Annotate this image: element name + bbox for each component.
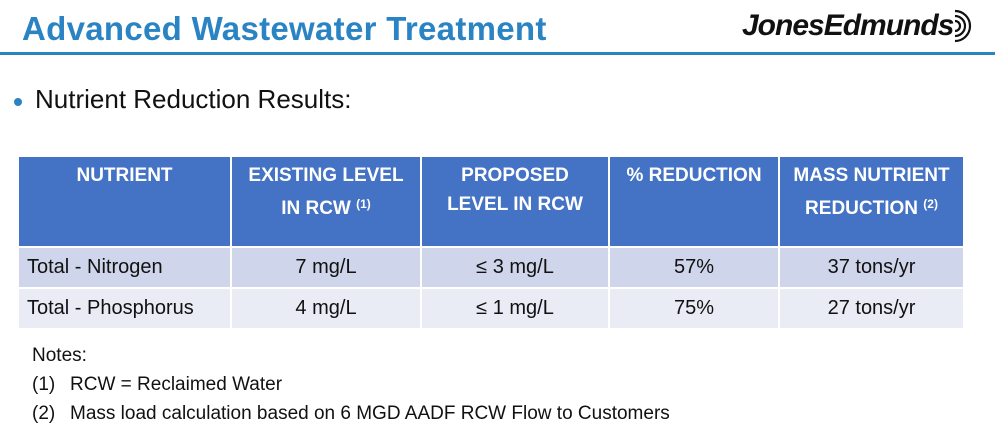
cell-nutrient: Total - Phosphorus <box>19 287 232 328</box>
nutrient-results-table: NUTRIENT EXISTING LEVEL IN RCW (1) PROPO… <box>19 157 963 328</box>
note-text: Mass load calculation based on 6 MGD AAD… <box>70 403 670 424</box>
cell-nutrient: Total - Nitrogen <box>19 246 232 288</box>
table-row: Total - Nitrogen 7 mg/L ≤ 3 mg/L 57% 37 … <box>19 246 963 288</box>
header-mass-reduction: MASS NUTRIENT REDUCTION (2) <box>779 157 963 247</box>
header-nutrient: NUTRIENT <box>19 157 232 247</box>
table-row: Total - Phosphorus 4 mg/L ≤ 1 mg/L 75% 2… <box>19 287 963 328</box>
notes-section: Notes: (1) RCW = Reclaimed Water (2) Mas… <box>32 341 670 428</box>
cell-proposed: ≤ 3 mg/L <box>421 246 610 288</box>
cell-mass: 37 tons/yr <box>779 246 963 288</box>
note-item: (2) Mass load calculation based on 6 MGD… <box>32 399 670 428</box>
cell-proposed: ≤ 1 mg/L <box>421 287 610 328</box>
cell-reduction: 75% <box>609 287 780 328</box>
notes-heading: Notes: <box>32 345 87 366</box>
title-underline <box>0 52 995 55</box>
cell-mass: 27 tons/yr <box>779 287 963 328</box>
note-item: (1) RCW = Reclaimed Water <box>32 370 670 399</box>
bullet-icon <box>14 97 22 106</box>
bullet-point: Nutrient Reduction Results: <box>14 84 351 115</box>
cell-reduction: 57% <box>609 246 780 288</box>
bullet-text: Nutrient Reduction Results: <box>35 84 352 114</box>
table-header-row: NUTRIENT EXISTING LEVEL IN RCW (1) PROPO… <box>19 157 963 247</box>
note-number: (2) <box>32 403 56 424</box>
logo-arcs-icon <box>955 9 972 43</box>
header-existing-level: EXISTING LEVEL IN RCW (1) <box>231 157 422 247</box>
slide-title: Advanced Wastewater Treatment <box>22 10 547 47</box>
logo-text: JonesEdmunds <box>742 9 954 42</box>
cell-existing: 7 mg/L <box>231 246 422 288</box>
header-percent-reduction: % REDUCTION <box>609 157 780 247</box>
note-number: (1) <box>32 374 56 395</box>
company-logo: JonesEdmunds <box>742 8 977 44</box>
cell-existing: 4 mg/L <box>231 287 422 328</box>
header-proposed-level: PROPOSED LEVEL IN RCW <box>421 157 610 247</box>
footnote-marker: (2) <box>923 197 938 211</box>
footnote-marker: (1) <box>356 197 371 211</box>
note-text: RCW = Reclaimed Water <box>70 374 283 395</box>
